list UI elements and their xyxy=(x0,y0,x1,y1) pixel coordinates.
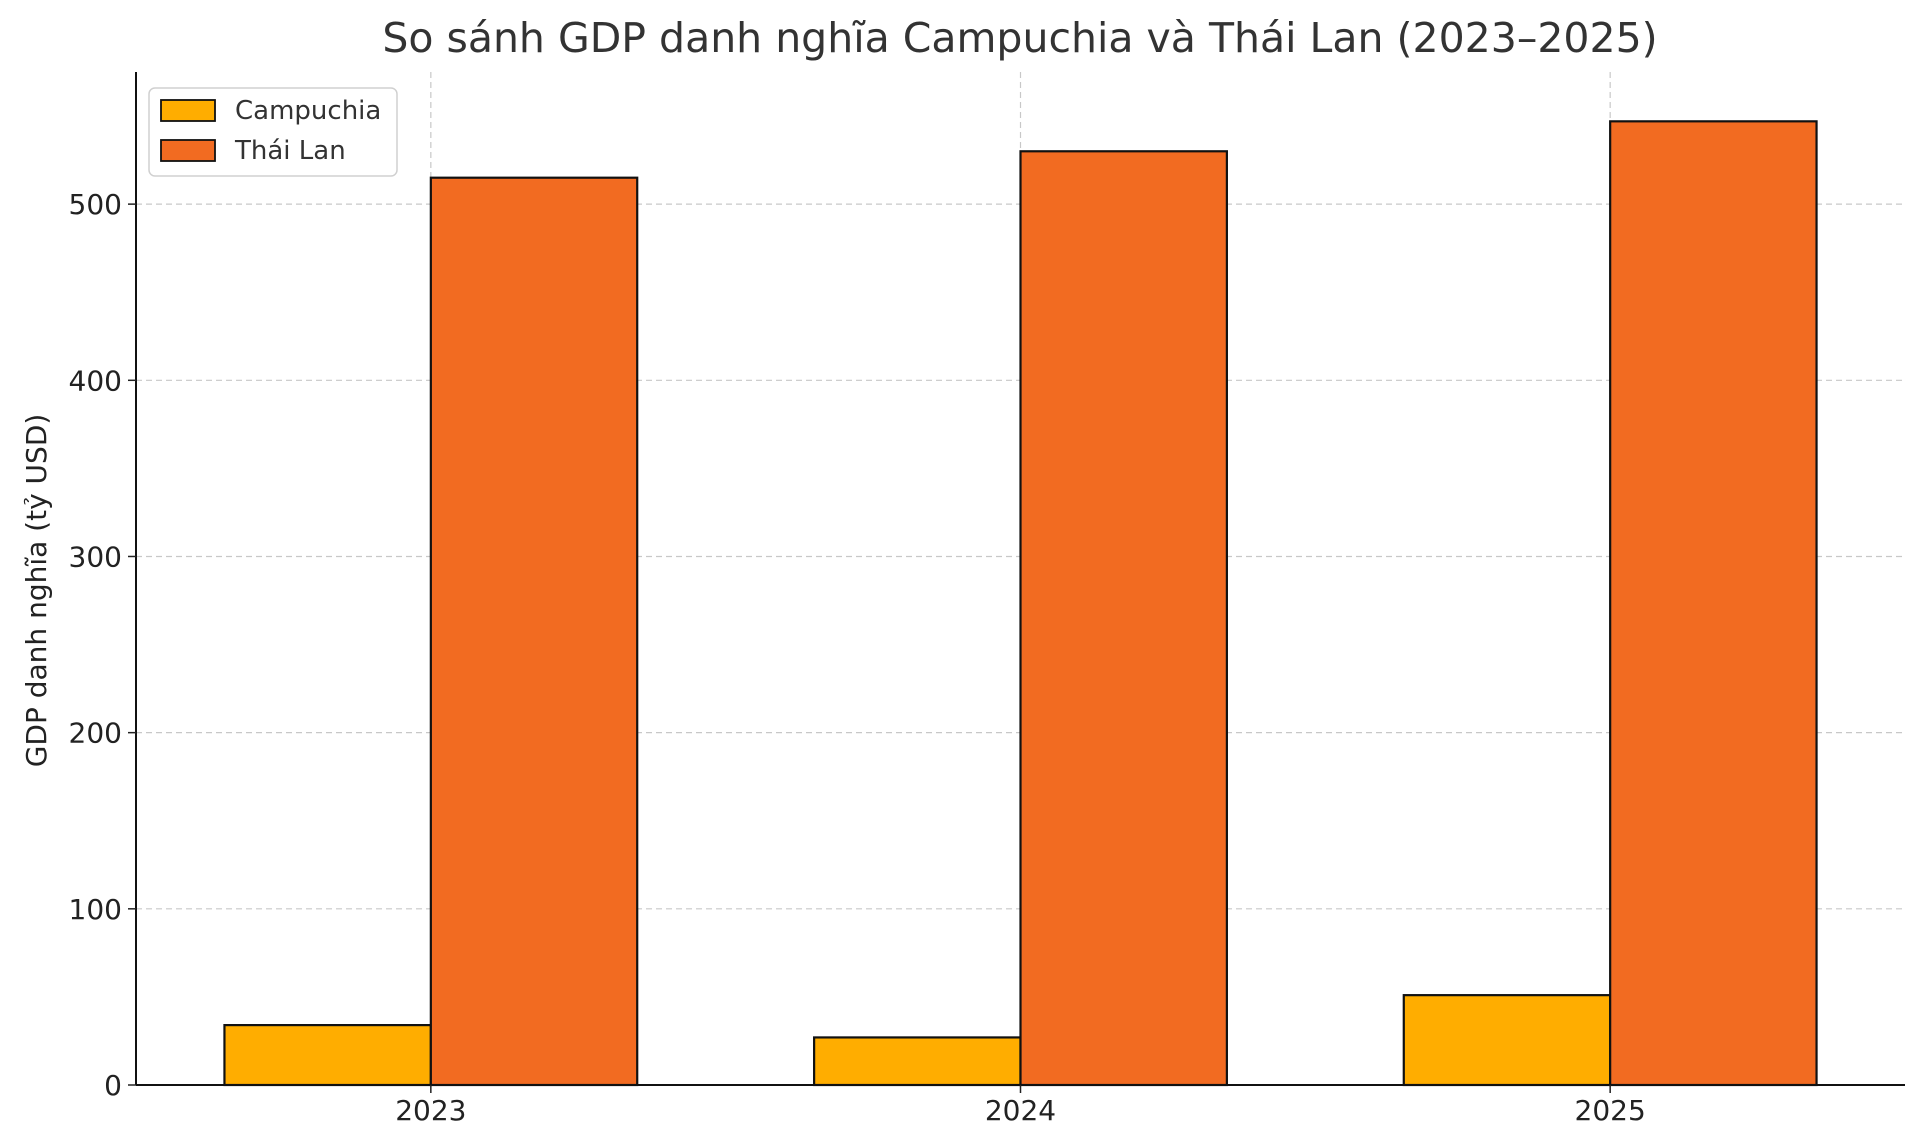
tick-labels: 0 100 200 300 400 500 2023 2024 2025 xyxy=(69,188,1646,1127)
legend-swatch xyxy=(160,139,216,162)
y-tick-label: 100 xyxy=(69,893,122,926)
bar-series-1-2025 xyxy=(1402,994,1612,1087)
x-tick-label: 2025 xyxy=(1575,1094,1646,1127)
bar-series-2-2023 xyxy=(429,176,639,1087)
legend: Campuchia Thái Lan xyxy=(148,87,398,177)
y-tick-label: 500 xyxy=(69,188,122,221)
bar-series-1-2024 xyxy=(813,1036,1022,1087)
chart-title: So sánh GDP danh nghĩa Campuchia và Thái… xyxy=(382,14,1657,62)
y-tick-label: 300 xyxy=(69,540,122,573)
y-tick-label: 0 xyxy=(104,1069,122,1102)
x-tick-label: 2024 xyxy=(985,1094,1056,1127)
bar-series-2-2025 xyxy=(1609,120,1818,1087)
y-tick-label: 200 xyxy=(69,717,122,750)
bar-series-2-2024 xyxy=(1019,150,1228,1087)
x-tick-label: 2023 xyxy=(395,1094,466,1127)
legend-label: Thái Lan xyxy=(234,136,346,166)
bar-series-1-2023 xyxy=(223,1024,432,1087)
y-axis-label: GDP danh nghĩa (tỷ USD) xyxy=(20,414,53,768)
legend-label: Campuchia xyxy=(235,96,381,126)
bars xyxy=(223,120,1818,1087)
legend-swatch xyxy=(160,99,216,122)
y-tick-label: 400 xyxy=(69,364,122,397)
